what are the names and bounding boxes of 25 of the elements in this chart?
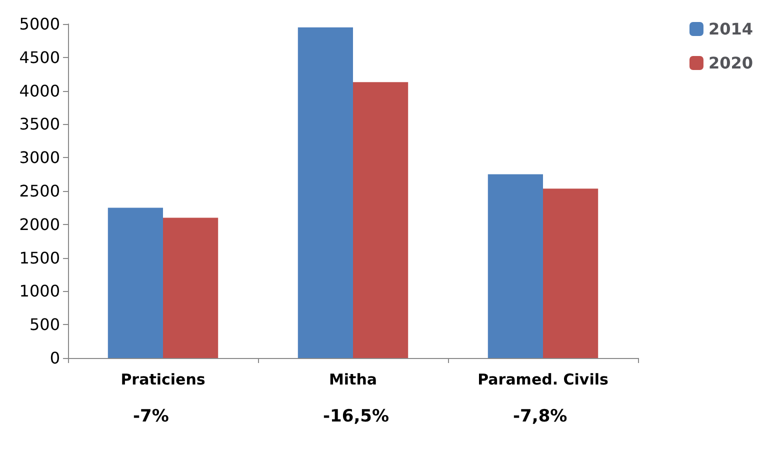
text: -16,5%	[323, 406, 390, 426]
legend-label: 2020	[708, 54, 753, 72]
bar	[163, 218, 218, 358]
y-tick-label: 5000	[19, 14, 60, 34]
y-tick-label: 2500	[19, 182, 60, 200]
text: -7,8%	[513, 406, 568, 426]
y-tick-label: 4000	[19, 81, 60, 100]
y-tick-label: 2000	[19, 214, 60, 234]
text: -7%	[133, 406, 169, 426]
y-tick-label: 4500	[19, 48, 60, 67]
x-tick-label: Praticiens	[120, 370, 206, 388]
y-tick-label: 0	[50, 348, 60, 368]
y-tick-label: 3000	[19, 148, 60, 168]
y-tick-label: 3500	[19, 114, 60, 134]
x-tick-label: Paramed. Civils	[478, 370, 608, 388]
bar	[353, 82, 408, 358]
bar	[543, 188, 598, 358]
bar	[298, 27, 353, 358]
bar	[108, 208, 163, 358]
y-tick-label: 1000	[19, 282, 60, 301]
bar	[488, 174, 543, 358]
y-tick-label: 500	[29, 315, 60, 334]
y-tick-label: 1500	[19, 248, 60, 268]
x-tick-label: Mitha	[328, 370, 378, 388]
legend-label: 2014	[708, 20, 753, 38]
